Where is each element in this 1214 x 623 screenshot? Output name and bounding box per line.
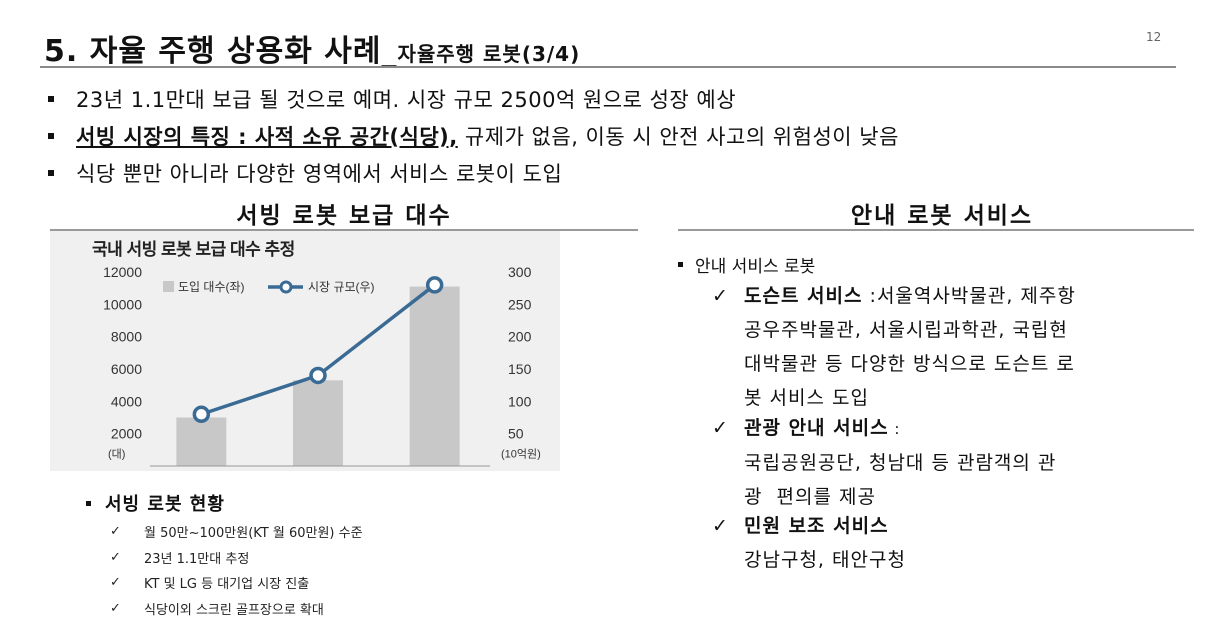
- y-right-tick-label: 50: [508, 426, 524, 442]
- service-desc-line: 서울역사박물관, 제주항: [876, 285, 1076, 307]
- service-desc-line: 대박물관 등 다양한 방식으로 도슨트 로: [744, 353, 1075, 375]
- check-icon: ✓: [110, 524, 121, 540]
- square-bullet-icon: [48, 169, 54, 176]
- y-left-tick-label: 12000: [103, 264, 142, 280]
- title-divider: [40, 66, 1176, 68]
- y-right-tick-label: 300: [508, 264, 532, 280]
- bullet-text: 식당 뿐만 아니라 다양한 영역에서 서비스 로봇이 도입: [76, 161, 563, 186]
- right-section-divider: [678, 229, 1194, 231]
- robot-status-title: 서빙 로봇 현황: [105, 494, 225, 515]
- list-item-text: KT 및 LG 등 대기업 시장 진출: [144, 577, 310, 593]
- service-separator: :: [888, 420, 901, 438]
- summary-bullets: 23년 1.1만대 보급 될 것으로 예며. 시장 규모 2500억 원으로 성…: [40, 80, 1190, 191]
- bar-1: [176, 417, 227, 466]
- y-left-tick-label: 2000: [111, 426, 142, 442]
- list-item: ✓ 식당이외 스크린 골프장으로 확대: [110, 596, 363, 622]
- chart-title: 국내 서빙 로봇 보급 대수 추정: [92, 240, 295, 259]
- title-sub: 자율주행 로봇(3/4): [397, 42, 581, 66]
- y-right-tick-label: 200: [508, 329, 532, 345]
- guide-robot-title: 안내 서비스 로봇: [695, 257, 816, 277]
- legend-line-label: 시장 규모(우): [308, 280, 375, 294]
- y-left-tick-label: 4000: [111, 393, 142, 409]
- right-section-title: 안내 로봇 서비스: [850, 203, 1034, 229]
- serving-robot-chart: 국내 서빙 로봇 보급 대수 추정 12000 10000 8000 6000 4000 2…: [50, 231, 560, 471]
- y-left-tick-label: 8000: [111, 329, 142, 345]
- legend-line-marker: [279, 280, 293, 294]
- service-name: 도슨트 서비스: [744, 285, 863, 307]
- bar-2: [293, 380, 343, 466]
- bullet-text: 규제가 없음, 이동 시 안전 사고의 위험성이 낮음: [457, 124, 899, 149]
- bar-3: [409, 286, 460, 466]
- check-icon: ✓: [110, 600, 121, 616]
- list-item-text: 23년 1.1만대 추정: [144, 551, 250, 567]
- service-desc-line: 국립공원공단, 청남대 등 관람객의 관: [744, 452, 1057, 474]
- y-right-tick-label: 150: [508, 361, 532, 377]
- check-icon: ✓: [110, 549, 121, 565]
- bullet-item: 서빙 시장의 특징 : 사적 소유 공간(식당), 규제가 없음, 이동 시 안…: [40, 117, 1190, 154]
- market-size-point-1: [192, 405, 211, 424]
- robot-status-heading: 서빙 로봇 현황: [82, 490, 225, 516]
- service-desc-line: 광 편의를 제공: [744, 486, 876, 508]
- y-right-tick-label: 100: [508, 393, 532, 409]
- page-number: 12: [1146, 30, 1162, 44]
- service-desc-line: 공우주박물관, 서울시립과학관, 국립현: [744, 319, 1068, 341]
- list-item: ✓ 월 50만~100만원(KT 월 60만원) 수준: [110, 519, 363, 545]
- service-civil-assist: ✓ 민원 보조 서비스 강남구청, 태안구청: [712, 509, 1182, 577]
- bullet-item: 23년 1.1만대 보급 될 것으로 예며. 시장 규모 2500억 원으로 성…: [40, 80, 1190, 117]
- y-right-unit: (10억원): [501, 448, 541, 461]
- check-icon: ✓: [712, 515, 729, 537]
- bullet-text: 23년 1.1만대 보급 될 것으로 예며. 시장 규모 2500억 원으로 성…: [76, 87, 737, 112]
- left-section-title: 서빙 로봇 보급 대수: [236, 203, 452, 229]
- service-desc-line: 봇 서비스 도입: [744, 387, 869, 409]
- robot-status-list: ✓ 월 50만~100만원(KT 월 60만원) 수준 ✓ 23년 1.1만대 추정…: [110, 519, 363, 621]
- guide-robot-heading: 안내 서비스 로봇: [678, 252, 815, 277]
- square-bullet-icon: [678, 262, 683, 267]
- legend-bar-label: 도입 대수(좌): [178, 280, 245, 294]
- square-bullet-icon: [86, 500, 91, 506]
- check-icon: ✓: [110, 575, 121, 591]
- slide-title: 5. 자율 주행 상용화 사례_자율주행 로봇(3/4): [44, 26, 1174, 69]
- market-size-point-2: [309, 366, 327, 385]
- check-icon: ✓: [712, 285, 729, 307]
- service-desc-line: 강남구청, 태안구청: [744, 549, 906, 571]
- title-main: 5. 자율 주행 상용화 사례_: [44, 34, 398, 69]
- check-icon: ✓: [712, 417, 729, 439]
- service-name: 관광 안내 서비스: [744, 417, 889, 439]
- market-size-point-3: [425, 276, 444, 294]
- square-bullet-icon: [48, 95, 54, 102]
- list-item-text: 식당이외 스크린 골프장으로 확대: [144, 602, 324, 618]
- legend-bar-swatch: [163, 281, 174, 292]
- y-left-tick-label: 6000: [111, 361, 142, 377]
- list-item: ✓ KT 및 LG 등 대기업 시장 진출: [110, 570, 363, 596]
- service-separator: :: [862, 285, 877, 307]
- y-left-tick-label: 10000: [103, 296, 142, 312]
- y-left-unit: (대): [108, 448, 125, 461]
- bullet-item: 식당 뿐만 아니라 다양한 영역에서 서비스 로봇이 도입: [40, 154, 1190, 191]
- bullet-emphasis: 서빙 시장의 특징 : 사적 소유 공간(식당),: [76, 124, 458, 149]
- left-section-divider: [50, 229, 638, 231]
- y-right-tick-label: 250: [508, 296, 532, 312]
- service-tour-guide: ✓ 관광 안내 서비스 : 국립공원공단, 청남대 등 관람객의 관 광 편의를 …: [712, 411, 1182, 514]
- service-docent: ✓ 도슨트 서비스 :서울역사박물관, 제주항 공우주박물관, 서울시립과학관, …: [712, 279, 1182, 415]
- list-item-text: 월 50만~100만원(KT 월 60만원) 수준: [144, 526, 363, 542]
- square-bullet-icon: [48, 132, 54, 139]
- service-name: 민원 보조 서비스: [744, 515, 889, 537]
- list-item: ✓ 23년 1.1만대 추정: [110, 545, 363, 571]
